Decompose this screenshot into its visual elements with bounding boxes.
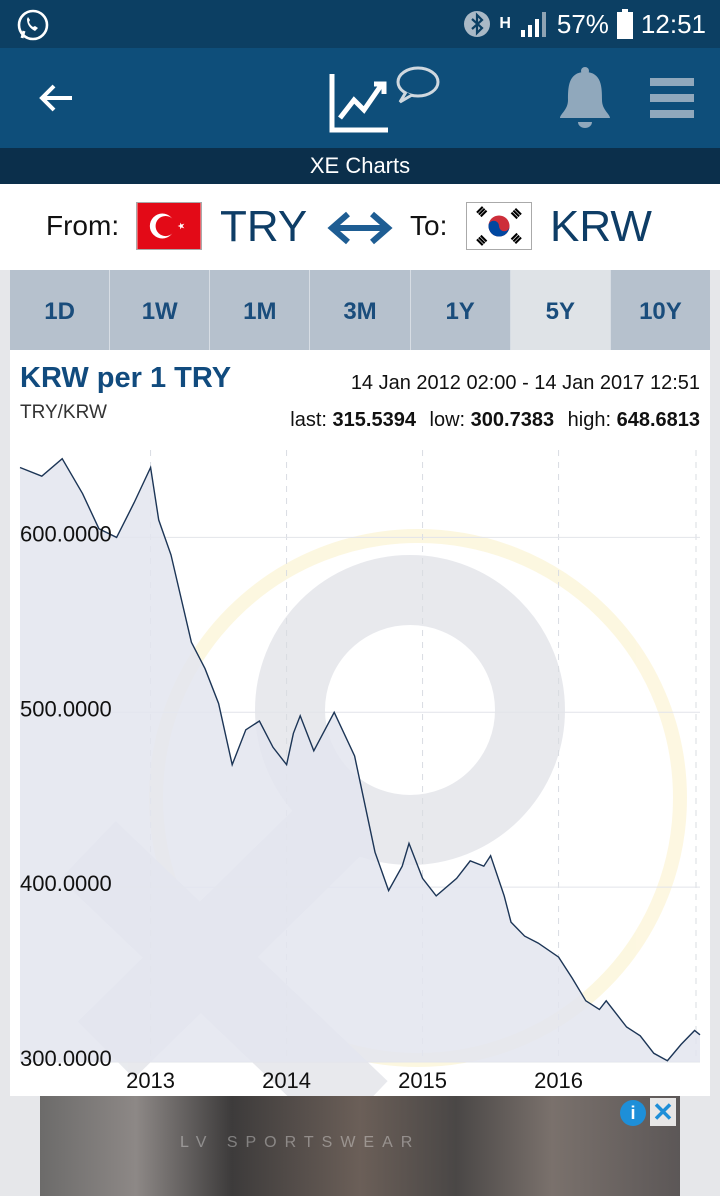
tab-3m[interactable]: 3M bbox=[310, 270, 411, 350]
network-type: H bbox=[499, 15, 511, 32]
low-value: 300.7383 bbox=[470, 409, 555, 431]
x-tick-label: 2015 bbox=[398, 1068, 447, 1093]
ad-banner[interactable]: LV SPORTSWEAR i ✕ bbox=[40, 1096, 680, 1196]
to-currency-code[interactable]: KRW bbox=[550, 202, 652, 251]
app-subtitle: XE Charts bbox=[0, 148, 720, 184]
tab-1d[interactable]: 1D bbox=[10, 270, 111, 350]
exchange-rate-chart[interactable]: 600.0000 500.0000 400.0000 300.0000 2013 2014… bbox=[10, 350, 710, 1096]
chart-stats: last: 315.5394 low: 300.7383 high: 648.6… bbox=[290, 409, 700, 432]
app-bar bbox=[0, 48, 720, 148]
from-label: From: bbox=[46, 210, 120, 241]
swap-icon[interactable] bbox=[326, 208, 394, 248]
series-area bbox=[20, 458, 700, 1062]
x-tick-label: 2013 bbox=[126, 1068, 175, 1093]
ad-text: LV SPORTSWEAR bbox=[180, 1134, 421, 1151]
whatsapp-icon bbox=[17, 9, 49, 41]
y-tick-label: 400.0000 bbox=[20, 871, 112, 896]
tab-10y[interactable]: 10Y bbox=[610, 270, 710, 350]
series-line bbox=[19, 457, 701, 1062]
battery-icon bbox=[616, 9, 633, 39]
last-value: 315.5394 bbox=[332, 409, 416, 431]
bell-icon[interactable] bbox=[556, 66, 614, 128]
from-currency-code[interactable]: TRY bbox=[220, 202, 308, 251]
tab-1y[interactable]: 1Y bbox=[410, 270, 511, 350]
to-label: To: bbox=[410, 210, 448, 241]
ad-close-icon[interactable]: ✕ bbox=[650, 1098, 676, 1126]
x-tick-label: 2016 bbox=[534, 1068, 583, 1093]
tab-1w[interactable]: 1W bbox=[110, 270, 211, 350]
signal-icon bbox=[520, 12, 546, 37]
chart-date-range: 14 Jan 2012 02:00 - 14 Jan 2017 12:51 bbox=[350, 372, 700, 394]
tab-1m[interactable]: 1M bbox=[210, 270, 311, 350]
chart-title: KRW per 1 TRY bbox=[20, 362, 232, 394]
last-label: last: bbox=[290, 409, 327, 431]
x-tick-label: 2014 bbox=[262, 1068, 311, 1093]
battery-percent: 57% bbox=[556, 8, 609, 39]
clock: 12:51 bbox=[640, 8, 706, 39]
y-tick-label: 500.0000 bbox=[20, 696, 112, 721]
bluetooth-icon bbox=[464, 11, 491, 37]
high-value: 648.6813 bbox=[616, 409, 700, 431]
currency-pair-bar: From: TRY To: KRW bbox=[0, 184, 720, 270]
chart-logo-icon bbox=[329, 66, 440, 133]
y-tick-label: 600.0000 bbox=[20, 521, 112, 546]
status-bar: H 57% 12:51 bbox=[0, 0, 720, 48]
y-tick-label: 300.0000 bbox=[20, 1046, 112, 1071]
high-label: high: bbox=[567, 409, 612, 431]
low-label: low: bbox=[429, 409, 466, 431]
south-korea-flag-icon[interactable] bbox=[466, 202, 532, 250]
chart-card: 600.0000 500.0000 400.0000 300.0000 2013 2014… bbox=[10, 350, 710, 1096]
chart-pair-label: TRY/KRW bbox=[20, 402, 107, 423]
turkey-flag-icon[interactable] bbox=[136, 202, 202, 250]
back-arrow-icon[interactable] bbox=[36, 78, 76, 118]
tab-5y[interactable]: 5Y bbox=[510, 270, 611, 350]
period-tabs: 1D 1W 1M 3M 1Y 5Y 10Y bbox=[10, 270, 710, 350]
menu-icon[interactable] bbox=[650, 76, 694, 120]
ad-info-icon[interactable]: i bbox=[620, 1100, 646, 1126]
